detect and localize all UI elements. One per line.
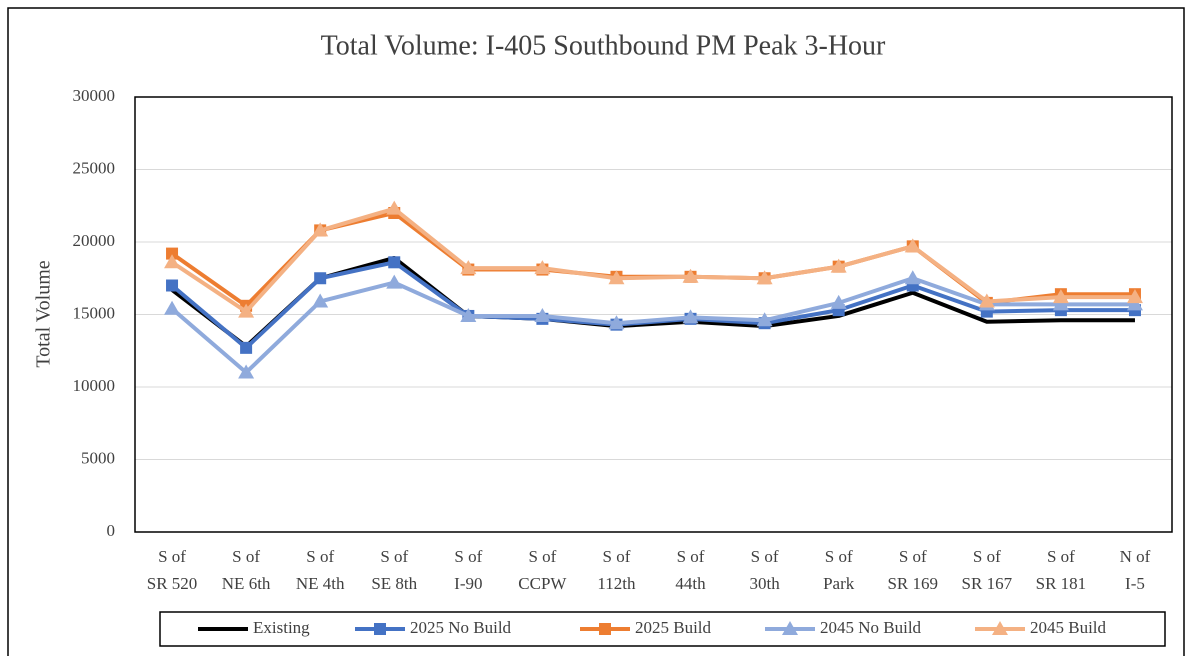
x-tick-label: CCPW bbox=[518, 574, 567, 593]
legend-label: 2045 Build bbox=[1030, 618, 1107, 637]
series-line bbox=[170, 206, 1135, 314]
x-tick-label: S of bbox=[677, 547, 705, 566]
marker bbox=[992, 621, 1008, 635]
legend-label: 2025 Build bbox=[635, 618, 712, 637]
marker bbox=[374, 623, 386, 635]
x-tick-label: I-90 bbox=[454, 574, 482, 593]
plot-frame bbox=[134, 96, 1173, 533]
x-tick-label: SE 8th bbox=[371, 574, 417, 593]
x-tick-label: SR 167 bbox=[962, 574, 1013, 593]
y-tick-label: 0 bbox=[107, 521, 116, 540]
marker bbox=[164, 300, 181, 315]
marker bbox=[830, 258, 847, 273]
marker bbox=[460, 260, 477, 275]
marker bbox=[599, 623, 611, 635]
y-tick-label: 20000 bbox=[73, 231, 116, 250]
y-tick-label: 15000 bbox=[73, 303, 116, 322]
marker bbox=[388, 256, 401, 269]
marker bbox=[238, 364, 255, 379]
marker bbox=[164, 254, 181, 269]
marker bbox=[386, 200, 403, 215]
x-tick-label: S of bbox=[825, 547, 853, 566]
marker bbox=[608, 315, 625, 330]
marker bbox=[830, 294, 847, 309]
marker bbox=[682, 268, 699, 283]
x-tick-label: I-5 bbox=[1125, 574, 1145, 593]
x-tick-label: N of bbox=[1120, 547, 1151, 566]
y-tick-label: 10000 bbox=[73, 376, 116, 395]
marker bbox=[534, 260, 551, 275]
x-tick-label: S of bbox=[306, 547, 334, 566]
marker bbox=[904, 238, 921, 253]
marker bbox=[978, 293, 995, 308]
marker bbox=[166, 247, 179, 260]
marker bbox=[682, 309, 699, 324]
legend-box bbox=[159, 611, 1166, 647]
legend-label: Existing bbox=[253, 618, 310, 637]
x-tick-label: S of bbox=[232, 547, 260, 566]
marker bbox=[238, 303, 255, 318]
marker bbox=[1052, 289, 1069, 304]
x-tick-label: S of bbox=[1047, 547, 1075, 566]
marker bbox=[1052, 296, 1069, 311]
marker bbox=[608, 270, 625, 285]
marker bbox=[314, 272, 327, 285]
y-tick-label: 30000 bbox=[73, 86, 116, 105]
marker bbox=[312, 222, 329, 237]
marker bbox=[460, 307, 477, 322]
marker bbox=[1126, 296, 1143, 311]
marker bbox=[240, 341, 253, 354]
x-tick-label: Park bbox=[823, 574, 855, 593]
x-tick-label: S of bbox=[603, 547, 631, 566]
x-tick-label: SR 169 bbox=[887, 574, 938, 593]
marker bbox=[756, 270, 773, 285]
x-tick-label: 112th bbox=[597, 574, 636, 593]
series-line bbox=[170, 276, 1135, 375]
y-tick-label: 25000 bbox=[73, 158, 116, 177]
marker bbox=[166, 279, 179, 292]
x-tick-label: 44th bbox=[675, 574, 706, 593]
marker bbox=[904, 270, 921, 285]
marker bbox=[1126, 289, 1143, 304]
legend-label: 2045 No Build bbox=[820, 618, 922, 637]
chart-frame bbox=[7, 7, 1185, 656]
legend-label: 2025 No Build bbox=[410, 618, 512, 637]
x-tick-label: S of bbox=[528, 547, 556, 566]
marker bbox=[782, 621, 798, 635]
marker bbox=[312, 293, 329, 308]
y-axis-label: Total Volume bbox=[33, 260, 55, 367]
x-tick-label: SR 520 bbox=[147, 574, 198, 593]
x-tick-label: 30th bbox=[749, 574, 780, 593]
x-tick-label: NE 6th bbox=[222, 574, 271, 593]
x-tick-label: S of bbox=[899, 547, 927, 566]
chart-title: Total Volume: I-405 Southbound PM Peak 3… bbox=[321, 30, 886, 61]
marker bbox=[386, 274, 403, 289]
y-tick-label: 5000 bbox=[81, 448, 115, 467]
x-tick-label: S of bbox=[973, 547, 1001, 566]
marker bbox=[534, 307, 551, 322]
x-tick-label: NE 4th bbox=[296, 574, 345, 593]
x-tick-label: SR 181 bbox=[1036, 574, 1087, 593]
x-tick-label: S of bbox=[158, 547, 186, 566]
x-tick-label: S of bbox=[454, 547, 482, 566]
x-tick-label: S of bbox=[751, 547, 779, 566]
x-tick-label: S of bbox=[380, 547, 408, 566]
marker bbox=[756, 312, 773, 327]
